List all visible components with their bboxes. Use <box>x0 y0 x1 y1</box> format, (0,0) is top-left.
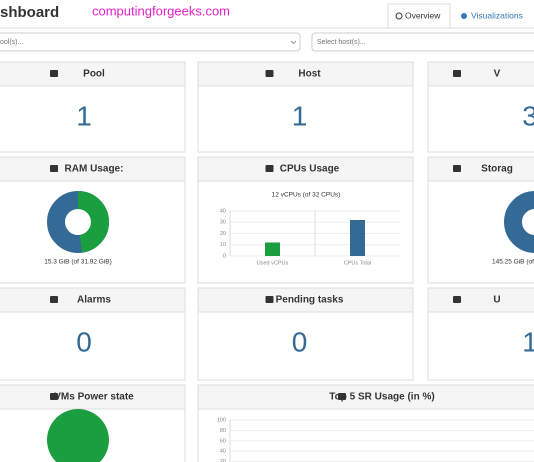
card-title: RAM Usage: <box>65 164 124 175</box>
select-box[interactable] <box>311 32 534 52</box>
select-placeholder: ool(s)... <box>0 39 23 46</box>
card-icon <box>453 296 461 303</box>
y-tick-label: 0 <box>223 253 226 259</box>
card-header <box>0 384 186 410</box>
card-icon <box>453 70 461 77</box>
tab-label[interactable]: Visualizations <box>471 10 523 20</box>
card-icon <box>50 70 58 77</box>
select-placeholder: Select host(s)... <box>317 39 366 46</box>
card-title: Storag <box>481 164 513 175</box>
card-header <box>427 156 534 182</box>
bar <box>350 220 365 256</box>
y-tick-label: 20 <box>220 459 226 462</box>
y-tick-label: 40 <box>220 449 226 455</box>
stat-value: 1 <box>522 326 534 357</box>
donut-ring <box>504 191 534 253</box>
card-icon <box>265 70 274 77</box>
select-caret <box>290 40 297 45</box>
x-tick-label: Used vCPUs <box>257 260 289 266</box>
card-title: Alarms <box>77 295 111 306</box>
select-box[interactable] <box>0 32 301 52</box>
card-header <box>0 156 186 182</box>
card-header <box>197 61 414 87</box>
x-tick-label: CPUs Total <box>344 260 371 266</box>
stat-value: 3 <box>522 100 534 131</box>
card-header <box>0 287 186 313</box>
donut-used <box>77 191 109 253</box>
y-tick-label: 80 <box>220 428 226 434</box>
stat-value: 1 <box>292 100 308 131</box>
card-icon <box>50 393 58 400</box>
card-title: Top 5 SR Usage (in %) <box>329 392 434 403</box>
card-header <box>427 287 534 313</box>
donut-label: 145.25 GiB (of <box>492 259 534 266</box>
tab-overview[interactable] <box>387 3 451 29</box>
card-icon <box>265 296 274 303</box>
card-icon <box>338 393 346 400</box>
card-header <box>0 61 186 87</box>
page-title: shboard <box>0 4 59 21</box>
y-tick-label: 40 <box>220 208 226 214</box>
card-icon <box>50 165 58 172</box>
card-icon <box>453 165 461 172</box>
tab-icon <box>395 12 403 20</box>
card-title: VMs Power state <box>54 392 134 403</box>
card-title: Host <box>298 69 321 80</box>
card-icon <box>265 165 274 172</box>
card-header <box>197 156 414 182</box>
card-header <box>427 61 534 87</box>
tab-label[interactable]: Overview <box>405 10 441 20</box>
chart-subtitle: 12 vCPUs (of 32 CPUs) <box>272 192 341 199</box>
y-tick-label: 30 <box>220 220 226 226</box>
stat-value: 0 <box>76 326 92 357</box>
card-title: U <box>493 295 500 306</box>
stat-value: 0 <box>292 326 308 357</box>
watermark: computingforgeeks.com <box>92 3 230 18</box>
tab-icon <box>461 13 467 19</box>
card-header <box>197 384 534 410</box>
stat-value: 1 <box>76 100 92 131</box>
card-icon <box>50 296 58 303</box>
y-tick-label: 100 <box>217 417 226 423</box>
y-tick-label: 10 <box>220 242 226 248</box>
card-header <box>197 287 414 313</box>
card-title: Pending tasks <box>276 295 344 306</box>
card-title: CPUs Usage <box>280 164 340 175</box>
y-tick-label: 60 <box>220 438 226 444</box>
donut-label: 15.3 GiB (of 31.92 GiB) <box>44 259 112 266</box>
power-pie <box>47 409 109 462</box>
card-title: V <box>494 69 501 80</box>
bar <box>265 242 280 256</box>
y-tick-label: 20 <box>220 231 226 237</box>
card-title: Pool <box>83 69 105 80</box>
